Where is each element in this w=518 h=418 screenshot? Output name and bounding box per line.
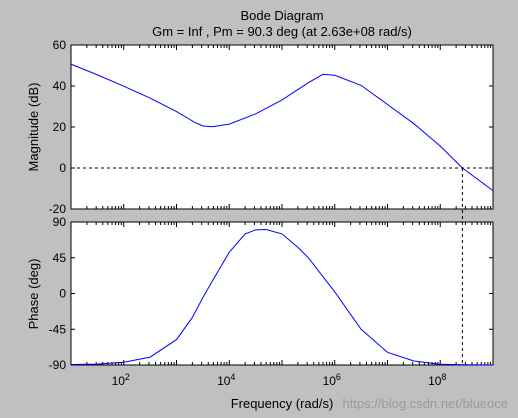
- phase-ylabel: Phase (deg): [26, 259, 41, 330]
- x-tick-label: 108: [428, 372, 446, 388]
- phase-ytick-label: 90: [53, 215, 67, 229]
- chart-title: Bode Diagram: [240, 8, 323, 23]
- magnitude-ytick-label: 40: [53, 79, 67, 93]
- magnitude-x-ticks: [70, 45, 492, 209]
- chart-subtitle: Gm = Inf , Pm = 90.3 deg (at 2.63e+08 ra…: [152, 24, 412, 39]
- magnitude-ytick-label: -20: [49, 202, 67, 216]
- phase-ytick-label: -90: [49, 358, 67, 372]
- phase-ytick-label: -45: [49, 322, 67, 336]
- phase-plot-area: [70, 221, 494, 366]
- phase-y-ticks: -90 -45 0 45 90: [49, 215, 493, 372]
- x-tick-label: 104: [217, 372, 235, 388]
- x-tick-label: 102: [112, 372, 130, 388]
- magnitude-y-ticks: -20 0 20 40 60: [49, 38, 493, 216]
- magnitude-series-line: [70, 63, 494, 192]
- magnitude-plot-area: [70, 44, 494, 210]
- magnitude-ylabel: Magnitude (dB): [26, 83, 41, 172]
- phase-ytick-label: 45: [53, 251, 67, 265]
- magnitude-ytick-label: 60: [53, 38, 67, 52]
- magnitude-ytick-label: 20: [53, 120, 67, 134]
- x-tick-labels: 102 104 106 108: [112, 372, 447, 388]
- magnitude-ytick-label: 0: [59, 161, 66, 175]
- watermark: https://blog.csdn.net/blueoce: [342, 396, 508, 411]
- x-axis-label: Frequency (rad/s): [231, 396, 334, 411]
- phase-series-line: [70, 228, 494, 366]
- phase-ytick-label: 0: [59, 287, 66, 301]
- magnitude-axes: -20 0 20 40 60 Magnitude (dB): [26, 38, 494, 216]
- x-tick-label: 106: [323, 372, 341, 388]
- phase-axes: -90 -45 0 45 90 Phase (deg): [26, 215, 494, 372]
